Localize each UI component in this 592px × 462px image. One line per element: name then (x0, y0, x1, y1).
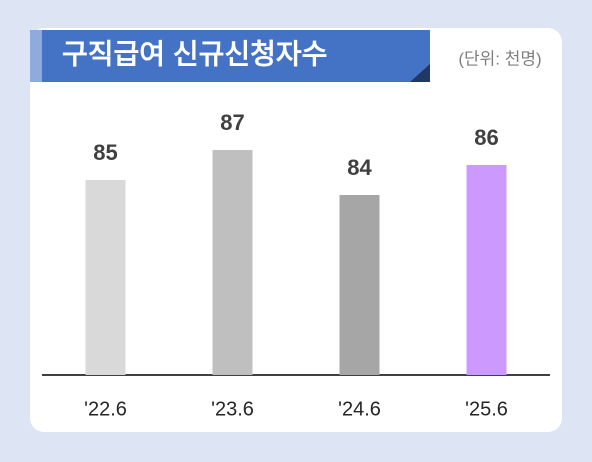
unit-label: (단위: 천명) (458, 49, 541, 68)
x-tick-label: '23.6 (211, 398, 254, 420)
value-label: 84 (347, 155, 372, 180)
x-tick-label: '25.6 (465, 398, 508, 420)
bar (339, 195, 380, 375)
bar (85, 180, 126, 375)
bar (212, 150, 253, 375)
x-tick-label: '22.6 (84, 398, 127, 420)
chart-title: 구직급여 신규신청자수 (62, 38, 327, 69)
value-label: 85 (93, 140, 117, 165)
x-tick-label: '24.6 (338, 398, 381, 420)
title-banner (30, 30, 430, 82)
card (30, 28, 562, 432)
bar (466, 165, 507, 375)
title-fold (410, 64, 430, 82)
value-label: 86 (474, 125, 498, 150)
value-label: 87 (220, 110, 244, 135)
title-accent (30, 30, 42, 82)
